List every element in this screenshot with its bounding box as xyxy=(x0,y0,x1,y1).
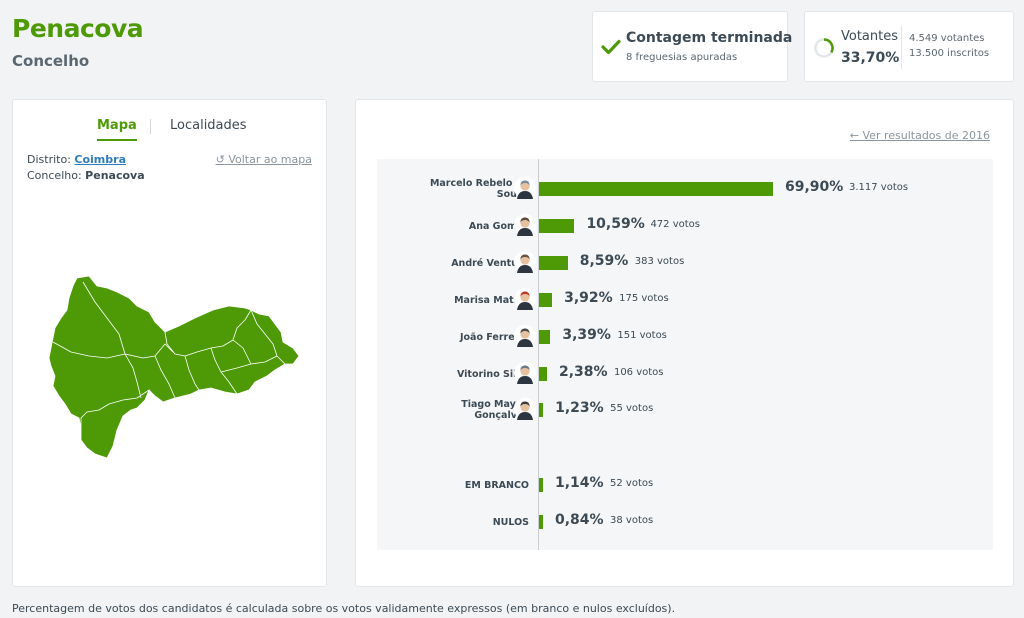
blank-votes-row: EM BRANCO 1,14% 52 votos xyxy=(377,472,993,498)
candidate-row: Tiago Mayan Gonçalves 1,23% 55 votos xyxy=(377,397,993,423)
result-bar xyxy=(539,182,773,196)
candidate-name: Marisa Matias xyxy=(454,294,529,306)
votes-label: 472 votos xyxy=(650,219,700,230)
back-to-map-label: Voltar ao mapa xyxy=(228,153,312,166)
map-region[interactable] xyxy=(80,389,150,459)
votes-label: 106 votos xyxy=(613,367,664,378)
voters-card: Votantes 33,70% 4.549 votantes 13.500 in… xyxy=(804,11,1014,82)
divider xyxy=(901,26,902,69)
percent-label: 3,39% xyxy=(562,327,611,343)
percent-label: 3,92% xyxy=(564,290,613,306)
chart-axis xyxy=(538,159,539,550)
count-status-card: Contagem terminada 8 freguesias apuradas xyxy=(592,11,792,82)
candidate-name: Tiago Mayan Gonçalves xyxy=(461,399,529,421)
candidate-avatar xyxy=(514,398,536,420)
votes-label: 151 votos xyxy=(617,330,667,341)
result-bar xyxy=(539,219,575,233)
result-bar xyxy=(539,293,553,307)
tab-divider xyxy=(150,119,151,134)
result-bar xyxy=(539,515,543,529)
turnout-ring-icon xyxy=(814,38,834,58)
candidate-name: João Ferreira xyxy=(459,331,529,343)
results-panel: ← Ver resultados de 2016 Marcelo Rebelo … xyxy=(355,99,1014,587)
result-bar xyxy=(539,367,547,381)
turnout-percent: 33,70% xyxy=(841,50,900,66)
municipality-map xyxy=(48,275,300,459)
percent-label: 1,23% xyxy=(555,400,604,416)
percent-label: 69,90% xyxy=(785,179,844,195)
voters-count: 4.549 votantes xyxy=(909,33,985,44)
votes-label: 383 votos xyxy=(634,256,685,267)
arrow-left-icon: ← xyxy=(849,129,859,142)
page-subtitle: Concelho xyxy=(12,52,90,70)
candidate-name: Vitorino Silva xyxy=(456,368,529,380)
candidate-avatar xyxy=(514,325,536,347)
map-tabs: Mapa Localidades xyxy=(13,118,326,150)
concelho-label: Concelho: xyxy=(27,169,82,182)
null-votes-row: NULOS 0,84% 38 votos xyxy=(377,509,993,535)
distrito-link[interactable]: Coimbra xyxy=(74,153,126,166)
candidate-avatar xyxy=(514,288,536,310)
tab-localidades[interactable]: Localidades xyxy=(170,118,247,133)
voters-label: Votantes xyxy=(841,29,899,44)
percent-label: 2,38% xyxy=(558,364,608,380)
votes-label: 55 votos xyxy=(610,403,654,414)
candidate-avatar xyxy=(514,214,536,236)
candidate-row: André Ventura 8,59% 383 votos xyxy=(377,250,993,276)
candidate-row: Vitorino Silva 2,38% 106 votos xyxy=(377,361,993,387)
candidate-name: Ana Gomes xyxy=(468,220,529,232)
result-bar xyxy=(539,403,544,417)
previous-results-label: Ver resultados de 2016 xyxy=(862,129,991,142)
candidate-row: João Ferreira 3,39% 151 votos xyxy=(377,324,993,350)
status-subtitle: 8 freguesias apuradas xyxy=(626,52,738,63)
registered-count: 13.500 inscritos xyxy=(909,48,990,59)
votes-label: 3.117 votos xyxy=(849,182,909,193)
candidate-name: EM BRANCO xyxy=(464,479,529,491)
result-bar xyxy=(539,478,543,492)
result-bar xyxy=(539,256,568,270)
candidate-avatar xyxy=(514,251,536,273)
back-to-map-link[interactable]: ↺ Voltar ao mapa xyxy=(216,153,312,166)
votes-label: 38 votos xyxy=(610,515,654,526)
distrito-info: Distrito: Coimbra xyxy=(27,153,126,166)
candidate-avatar xyxy=(514,177,536,199)
percent-label: 0,84% xyxy=(555,512,604,528)
tab-mapa[interactable]: Mapa xyxy=(97,118,137,141)
percent-label: 8,59% xyxy=(579,253,629,269)
concelho-value: Penacova xyxy=(85,169,145,182)
check-icon xyxy=(601,39,621,55)
map-region[interactable] xyxy=(164,305,252,357)
candidate-name: André Ventura xyxy=(451,257,529,269)
candidate-row: Ana Gomes 10,59% 472 votos xyxy=(377,213,993,239)
concelho-info: Concelho: Penacova xyxy=(27,169,145,182)
candidate-name: NULOS xyxy=(492,516,529,528)
previous-results-link[interactable]: ← Ver resultados de 2016 xyxy=(850,129,990,142)
percent-label: 10,59% xyxy=(586,216,645,232)
candidate-row: Marisa Matias 3,92% 175 votos xyxy=(377,287,993,313)
status-title: Contagem terminada xyxy=(626,30,793,46)
candidate-avatar xyxy=(514,362,536,384)
votes-label: 175 votos xyxy=(619,293,669,304)
percent-label: 1,14% xyxy=(555,475,604,491)
footnote: Percentagem de votos dos candidatos é ca… xyxy=(12,602,676,615)
map-panel: Mapa Localidades Distrito: Coimbra Conce… xyxy=(12,99,327,587)
result-bar xyxy=(539,330,551,344)
map-borders xyxy=(52,281,286,399)
page-title: Penacova xyxy=(12,14,144,43)
undo-icon: ↺ xyxy=(215,153,225,166)
distrito-label: Distrito: xyxy=(27,153,71,166)
votes-label: 52 votos xyxy=(610,478,654,489)
